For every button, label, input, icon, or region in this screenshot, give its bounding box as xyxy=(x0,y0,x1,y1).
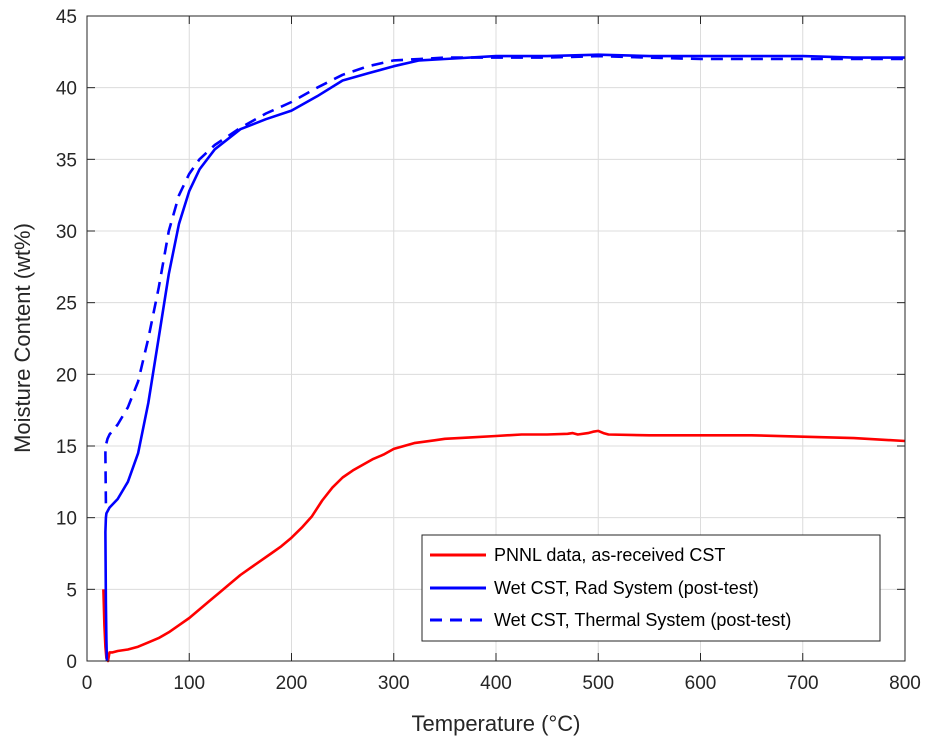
legend: PNNL data, as-received CST Wet CST, Rad … xyxy=(421,534,881,642)
y-tick-label: 30 xyxy=(56,222,77,243)
legend-label-thermal: Wet CST, Thermal System (post-test) xyxy=(494,610,791,630)
x-tick-label: 700 xyxy=(787,673,819,694)
x-tick-labels: 0 100 200 300 400 500 600 700 800 xyxy=(82,673,921,694)
y-axis-label: Moisture Content (wt%) xyxy=(10,223,35,453)
legend-label-rad: Wet CST, Rad System (post-test) xyxy=(494,578,759,598)
y-tick-label: 0 xyxy=(66,652,77,673)
x-tick-label: 400 xyxy=(480,673,512,694)
y-tick-label: 10 xyxy=(56,509,77,530)
legend-label-pnnl: PNNL data, as-received CST xyxy=(494,545,725,565)
y-tick-label: 45 xyxy=(56,7,77,28)
series-line-pnnl xyxy=(102,429,906,663)
y-tick-label: 15 xyxy=(56,437,77,458)
series-lines xyxy=(102,53,906,663)
y-tick-label: 35 xyxy=(56,150,77,171)
x-tick-label: 100 xyxy=(173,673,205,694)
ticks xyxy=(86,15,906,662)
series-line-rad xyxy=(104,53,905,662)
x-tick-label: 600 xyxy=(685,673,717,694)
y-tick-labels: 0 5 10 15 20 25 30 35 40 45 xyxy=(56,7,77,673)
x-axis-label: Temperature (°C) xyxy=(412,711,581,736)
y-tick-label: 5 xyxy=(66,580,77,601)
y-tick-label: 20 xyxy=(56,365,77,386)
y-tick-label: 40 xyxy=(56,79,77,100)
x-tick-label: 800 xyxy=(889,673,921,694)
series-line-thermal xyxy=(104,54,905,504)
x-tick-label: 500 xyxy=(582,673,614,694)
legend-box xyxy=(421,534,881,642)
x-tick-label: 200 xyxy=(276,673,308,694)
x-tick-label: 0 xyxy=(82,673,93,694)
y-tick-label: 25 xyxy=(56,294,77,315)
x-tick-label: 300 xyxy=(378,673,410,694)
